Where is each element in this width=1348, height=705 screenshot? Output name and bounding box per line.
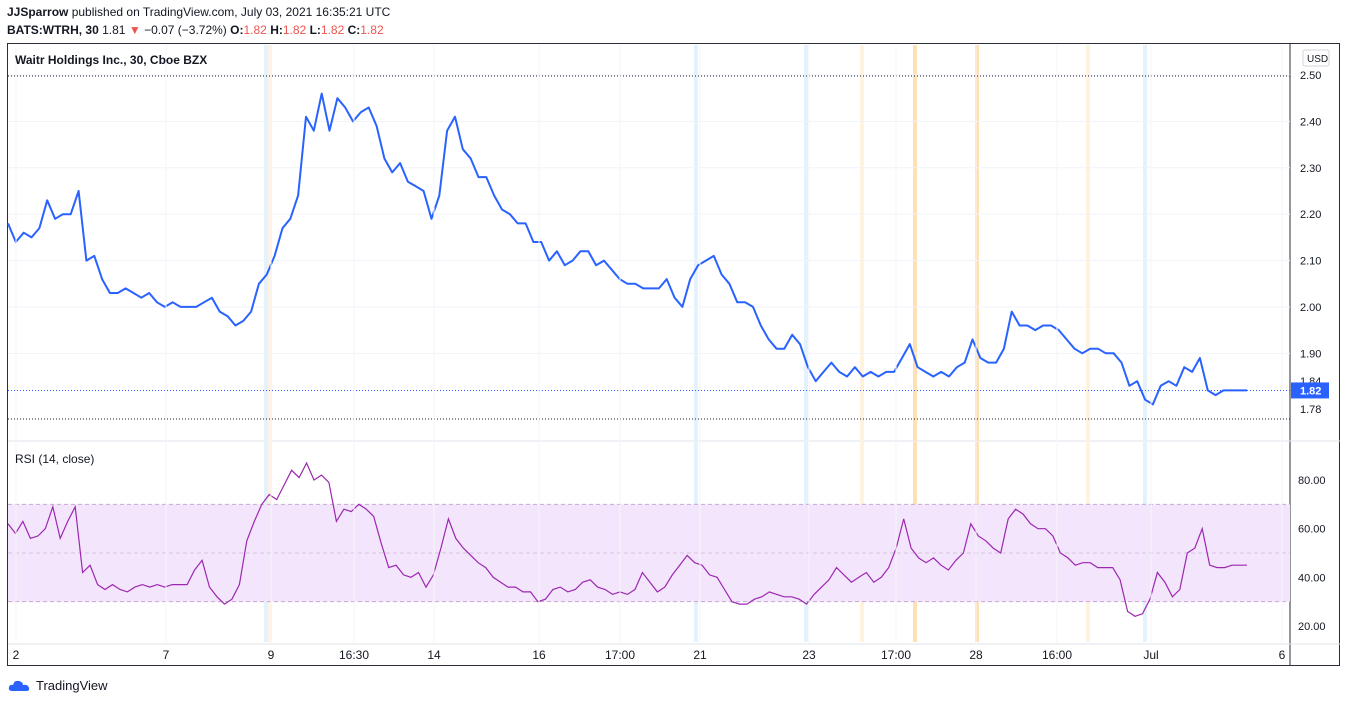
price-tick-label: 2.00 xyxy=(1300,302,1321,314)
last-price-label: 1.82 xyxy=(1300,385,1321,397)
time-tick-label: 14 xyxy=(427,648,441,662)
session-band xyxy=(975,45,979,441)
time-tick-label: 21 xyxy=(693,648,707,662)
time-tick-label: 6 xyxy=(1279,648,1286,662)
symbol-label: BATS:WTRH, 30 xyxy=(7,23,99,37)
rsi-series-line xyxy=(7,461,1247,617)
cloud-icon xyxy=(8,680,30,691)
currency-label: USD xyxy=(1307,54,1328,65)
published-text: published on TradingView.com, July 03, 2… xyxy=(68,5,391,19)
session-band xyxy=(264,45,268,441)
price-tick-label: 2.50 xyxy=(1300,70,1321,82)
main-pane-title: Waitr Holdings Inc., 30, Cboe BZX xyxy=(15,53,208,67)
time-tick-label: 17:00 xyxy=(881,648,911,662)
rsi-tick-label: 60.00 xyxy=(1298,524,1326,536)
session-band xyxy=(913,45,917,441)
rsi-tick-label: 80.00 xyxy=(1298,475,1326,487)
low-label: L: xyxy=(309,23,321,37)
currency-badge xyxy=(1302,49,1330,67)
price-change: −0.07 (−3.72%) xyxy=(144,23,227,37)
time-tick-label: 9 xyxy=(268,648,275,662)
low-value: 1.82 xyxy=(320,23,345,37)
footer-brand: TradingView xyxy=(36,678,108,693)
time-tick-label: 16 xyxy=(532,648,546,662)
price-tick-label: 1.90 xyxy=(1300,348,1321,360)
session-band xyxy=(268,45,272,441)
publish-info: JJSparrow published on TradingView.com, … xyxy=(7,5,390,19)
ohlc-info: BATS:WTRH, 30 1.81 ▼ −0.07 (−3.72%) O:1.… xyxy=(7,23,384,37)
time-tick-label: 7 xyxy=(163,648,170,662)
rsi-tick-label: 20.00 xyxy=(1298,621,1326,633)
author-name[interactable]: JJSparrow xyxy=(7,5,69,19)
price-tick-label: 2.20 xyxy=(1300,209,1321,221)
open-label: O: xyxy=(230,23,244,37)
high-value: 1.82 xyxy=(282,23,307,37)
rsi-tick-label: 40.00 xyxy=(1298,572,1326,584)
high-label: H: xyxy=(270,23,283,37)
close-value: 1.82 xyxy=(360,23,384,37)
price-tick-label: 2.10 xyxy=(1300,256,1321,268)
session-band xyxy=(860,45,864,441)
time-tick-label: 16:00 xyxy=(1042,648,1072,662)
time-tick-label: 28 xyxy=(969,648,983,662)
time-tick-label: 16:30 xyxy=(339,648,369,662)
open-value: 1.82 xyxy=(243,23,267,37)
price-tick-label: 2.40 xyxy=(1300,116,1321,128)
rsi-pane-title: RSI (14, close) xyxy=(15,452,95,466)
session-band xyxy=(1143,45,1147,441)
time-tick-label: 23 xyxy=(802,648,816,662)
tradingview-logo[interactable]: TradingView xyxy=(8,678,108,693)
close-label: C: xyxy=(347,23,361,37)
last-price-tag xyxy=(1291,382,1329,399)
session-band xyxy=(694,45,698,441)
session-band xyxy=(804,45,808,441)
last-price: 1.81 xyxy=(102,23,126,37)
down-arrow-icon: ▼ xyxy=(128,23,141,37)
price-tick-label: 2.30 xyxy=(1300,163,1321,175)
price-series-line xyxy=(7,92,1247,406)
chart-frame xyxy=(7,43,1340,666)
session-band xyxy=(1086,45,1090,441)
time-tick-label: Jul xyxy=(1143,648,1158,662)
time-tick-label: 17:00 xyxy=(605,648,635,662)
time-tick-label: 2 xyxy=(13,648,20,662)
price-tick-label: 1.78 xyxy=(1300,404,1321,416)
